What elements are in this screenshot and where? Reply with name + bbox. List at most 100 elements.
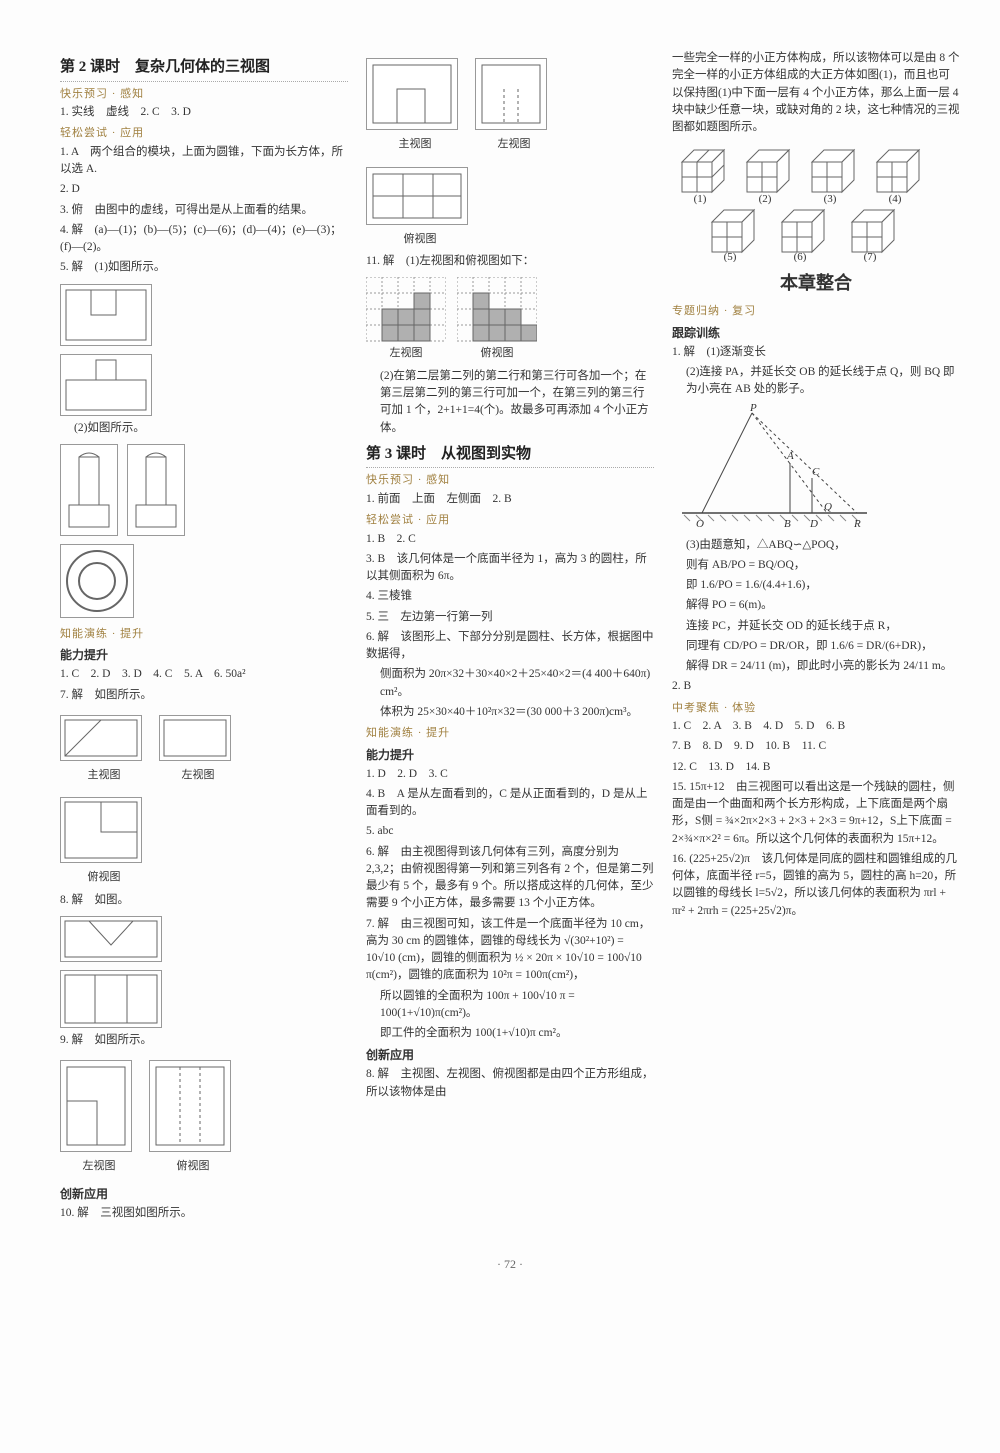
shape-icon <box>476 59 546 129</box>
section-skill-label-3: 能力提升 <box>366 746 654 764</box>
skill-q11: 11. 解 (1)左视图和俯视图如下： <box>366 253 654 270</box>
lesson-title-2: 第 2 课时 复杂几何体的三视图 <box>60 56 348 82</box>
track-q2: 2. B <box>672 678 960 695</box>
track-q1f: 解得 PO = 6(m)。 <box>672 597 960 614</box>
track-q1i: 解得 DR = 24/11 (m)，即此时小亮的影长为 24/11 m。 <box>672 658 960 675</box>
figure-q8 <box>60 912 348 1032</box>
svg-text:P: P <box>749 403 757 414</box>
zk-q15: 15. 15π+12 由三视图可以看出这是一个残缺的圆柱，侧面是由一个曲面和两个… <box>672 779 960 848</box>
skill-q8: 8. 解 如图。 <box>60 892 348 909</box>
chapter-title: 本章整合 <box>672 270 960 297</box>
track-q1e: 即 1.6/PO = 1.6/(4.4+1.6)， <box>672 577 960 594</box>
svg-text:C: C <box>812 466 820 478</box>
zk-line3: 12. C 13. D 14. B <box>672 759 960 776</box>
svg-text:(7): (7) <box>864 251 877 262</box>
easy3-q5: 5. 三 左边第一行第一列 <box>366 609 654 626</box>
svg-text:B: B <box>784 518 791 530</box>
figure-q10: 主视图 左视图 俯视图 <box>366 50 654 253</box>
track-q1g: 连接 PC，并延长交 OD 的延长线于点 R， <box>672 618 960 635</box>
left-view-label-10: 左视图 <box>475 136 553 153</box>
section-topic-label: 专题归纳 · 复习 <box>672 303 960 320</box>
preview-answers: 1. 实线 虚线 2. C 3. D <box>60 104 348 121</box>
left-view-label: 左视图 <box>159 767 237 784</box>
figure-5-1 <box>60 280 348 420</box>
easy-q2: 2. D <box>60 181 348 198</box>
easy3-q4: 4. 三棱锥 <box>366 588 654 605</box>
figure-q7: 主视图 左视图 俯视图 <box>60 707 348 892</box>
shape-icon <box>61 285 151 345</box>
shape-icon <box>61 917 161 961</box>
track-q1b: (2)连接 PA，并延长交 OB 的延长线于点 Q，则 BQ 即为小亮在 AB … <box>672 364 960 399</box>
innov-q10: 10. 解 三视图如图所示。 <box>60 1205 348 1222</box>
easy-q3: 3. 俯 由图中的虚线，可得出是从上面看的结果。 <box>60 202 348 219</box>
shape-icon <box>160 716 230 760</box>
section-skill-label-a: 知能演练 · 提升 <box>60 626 348 643</box>
easy-answers-3: 1. B 2. C <box>366 531 654 548</box>
figure-geometry: P AC OB DR Q <box>672 403 960 533</box>
svg-text:(4): (4) <box>889 193 902 205</box>
shape-icon <box>128 445 184 535</box>
cube-grid-icon: (1)(2) (3)(4) (5)(6)(7) <box>672 142 942 262</box>
shape-icon <box>61 798 141 862</box>
easy3-q3: 3. B 该几何体是一个底面半径为 1，高为 3 的圆柱，所以其侧面积为 6π。 <box>366 551 654 586</box>
left-view-label-9: 左视图 <box>60 1158 138 1175</box>
grid-diagram-left <box>366 277 446 343</box>
svg-text:O: O <box>696 518 704 530</box>
track-q1d: 则有 AB/PO = BQ/OQ， <box>672 557 960 574</box>
top-view-label: 俯视图 <box>60 869 148 886</box>
top-view-label-10: 俯视图 <box>366 231 474 248</box>
easy3-q6b: 体积为 25×30×40＋10²π×32＝(30 000＋3 200π)cm³。 <box>366 704 654 721</box>
section-easy-label-3: 轻松尝试 · 应用 <box>366 512 654 529</box>
easy-q5: 5. 解 (1)如图所示。 <box>60 259 348 276</box>
geometry-diagram-icon: P AC OB DR Q <box>672 403 872 533</box>
svg-text:(2): (2) <box>759 193 772 205</box>
section-skill-label: 能力提升 <box>60 646 348 664</box>
skill3-q7b: 所以圆锥的全面积为 100π + 100√10 π = 100(1+√10)π(… <box>366 988 654 1023</box>
zk-q16: 16. (225+25√2)π 该几何体是同底的圆柱和圆锥组成的几何体，底面半径… <box>672 851 960 920</box>
track-q1h: 同理有 CD/PO = DR/OR，即 1.6/6 = DR/(6+DR)， <box>672 638 960 655</box>
circle-icon <box>61 545 133 617</box>
svg-text:R: R <box>853 518 861 530</box>
section-skill-label-3a: 知能演练 · 提升 <box>366 725 654 742</box>
figure-cubes: (1)(2) (3)(4) (5)(6)(7) <box>672 142 960 262</box>
innov8-cont: 一些完全一样的小正方体构成，所以该物体可以是由 8 个完全一样的小正方体组成的大… <box>672 50 960 136</box>
three-column-layout: 第 2 课时 复杂几何体的三视图 快乐预习 · 感知 1. 实线 虚线 2. C… <box>60 50 960 1225</box>
skill-q7: 7. 解 如图所示。 <box>60 687 348 704</box>
preview-answers-3: 1. 前面 上面 左侧面 2. B <box>366 491 654 508</box>
svg-text:(6): (6) <box>794 251 807 262</box>
shape-icon <box>61 1061 131 1151</box>
skill3-q5: 5. abc <box>366 823 654 840</box>
shape-icon <box>61 355 151 415</box>
skill3-q7c: 即工件的全面积为 100(1+√10)π cm²。 <box>366 1025 654 1042</box>
top-view-label-11: 俯视图 <box>457 345 537 362</box>
section-innov-label: 创新应用 <box>60 1185 348 1203</box>
top-view-label-9: 俯视图 <box>149 1158 237 1175</box>
section-innov-label-3: 创新应用 <box>366 1046 654 1064</box>
easy-q4: 4. 解 (a)—(1)；(b)—(5)；(c)—(6)；(d)—(4)；(e)… <box>60 222 348 257</box>
easy3-q6: 6. 解 该图形上、下部分分别是圆柱、长方体，根据图中数据得， <box>366 629 654 664</box>
shape-icon <box>61 445 117 535</box>
shape-icon <box>61 971 161 1027</box>
easy-q1: 1. A 两个组合的模块，上面为圆锥，下面为长方体，所以选 A. <box>60 144 348 179</box>
section-track-label: 跟踪训练 <box>672 324 960 342</box>
left-view-label-11: 左视图 <box>366 345 446 362</box>
shape-icon <box>367 168 467 224</box>
figure-5-2 <box>60 440 348 622</box>
zk-line2: 7. B 8. D 9. D 10. B 11. C <box>672 738 960 755</box>
column-1: 第 2 课时 复杂几何体的三视图 快乐预习 · 感知 1. 实线 虚线 2. C… <box>60 50 348 1225</box>
zk-line1: 1. C 2. A 3. B 4. D 5. D 6. B <box>672 718 960 735</box>
svg-text:(3): (3) <box>824 193 837 205</box>
svg-text:D: D <box>809 518 818 530</box>
figure-q11: 左视图 <box>366 273 654 368</box>
svg-text:A: A <box>786 450 794 462</box>
section-easy-label: 轻松尝试 · 应用 <box>60 125 348 142</box>
skill3-answers: 1. D 2. D 3. C <box>366 766 654 783</box>
easy-q5b: (2)如图所示。 <box>60 420 348 437</box>
innov3-q8: 8. 解 主视图、左视图、俯视图都是由四个正方形组成，所以该物体是由 <box>366 1066 654 1101</box>
skill-answers: 1. C 2. D 3. D 4. C 5. A 6. 50a² <box>60 666 348 683</box>
shape-icon <box>61 716 141 760</box>
shape-icon <box>367 59 457 129</box>
skill-q9: 9. 解 如图所示。 <box>60 1032 348 1049</box>
section-zhongkao-label: 中考聚焦 · 体验 <box>672 700 960 717</box>
svg-text:(5): (5) <box>724 251 737 262</box>
